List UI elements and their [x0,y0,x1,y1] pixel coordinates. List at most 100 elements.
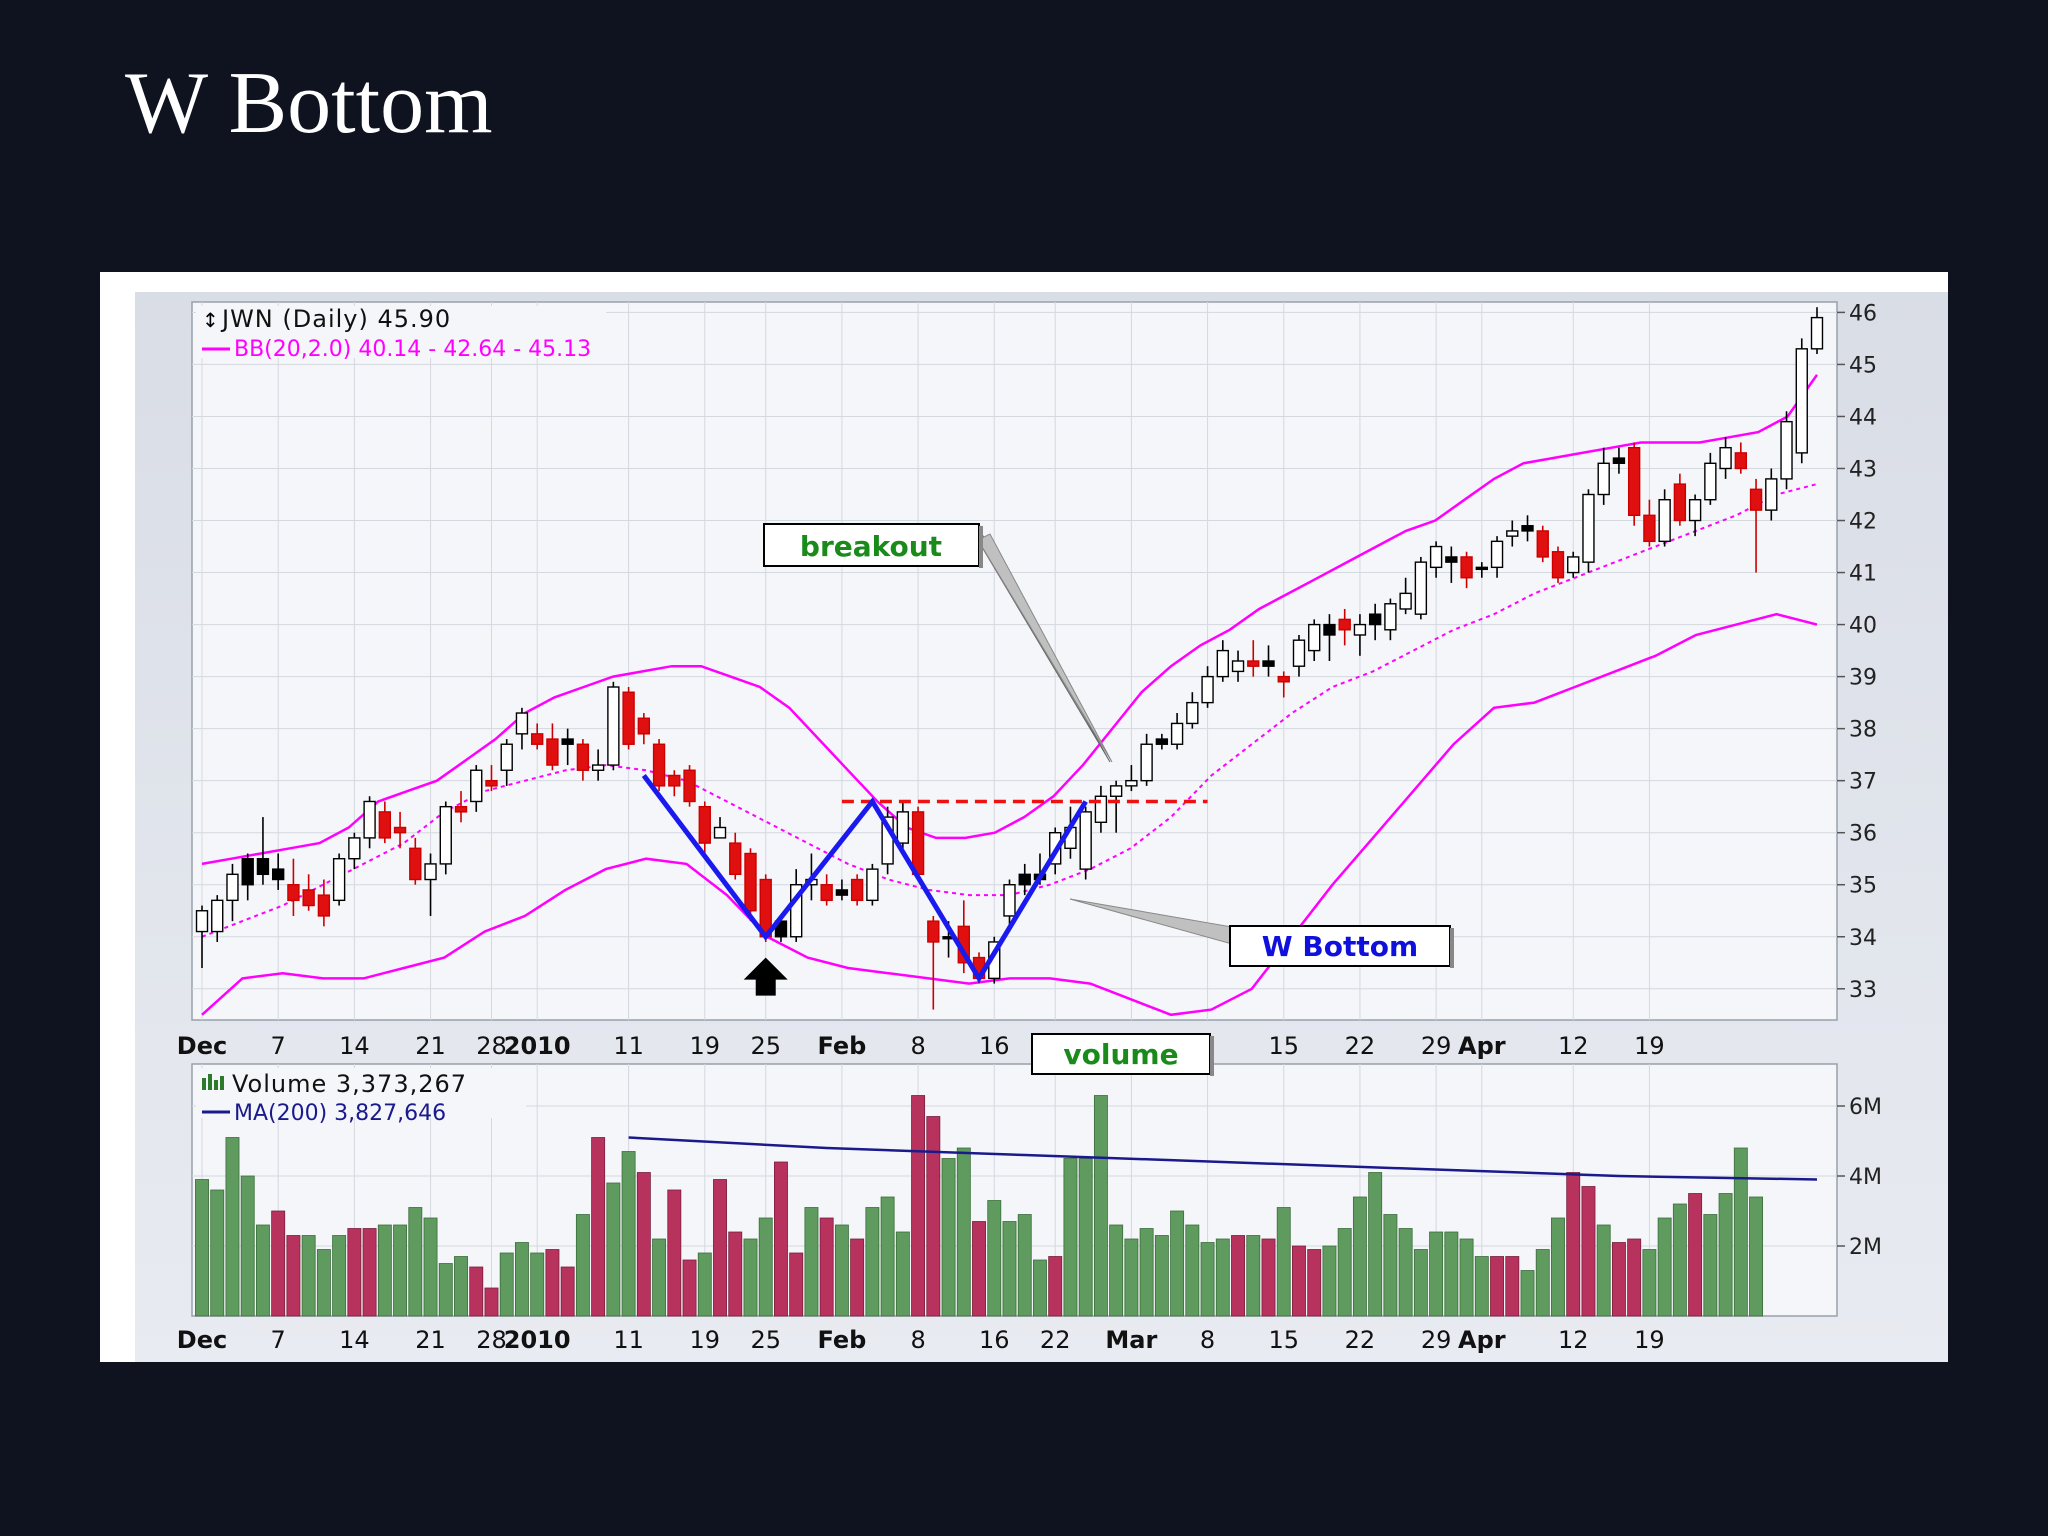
volume-bar [880,1196,895,1317]
volume-bar [484,1287,499,1317]
volume-bar [1154,1235,1169,1317]
candle-body [1384,603,1397,631]
volume-bar [1627,1238,1642,1317]
volume-bar [1002,1221,1017,1317]
date-tick-label: 22 [1345,1032,1376,1060]
volume-bar [941,1158,956,1317]
date-tick-label: Feb [817,1326,866,1354]
volume-bar [956,1147,971,1317]
candle-body [1490,540,1504,569]
candle-body [241,858,254,886]
volume-bar [1292,1245,1306,1317]
stock-chart: 33 34 35 36 37 38 39 40 41 42 43 44 45 46 ↕ JWN (Dail… [135,292,1948,1362]
date-tick-label: 22 [1345,1326,1376,1354]
volume-bar [255,1224,270,1317]
volume-bar [819,1217,834,1317]
date-tick-label: 8 [910,1326,925,1354]
candle-body [302,889,315,907]
candle-body [424,863,437,881]
w-pattern-line [641,773,1088,984]
price-tick-label: 42 [1849,510,1877,535]
volume-bar [1139,1228,1154,1317]
candle-body [1338,618,1351,631]
volume-bar [347,1228,362,1317]
candle-body [561,738,574,745]
volume-bar [789,1252,804,1317]
volume-bar [1444,1231,1459,1317]
candle-body [470,769,483,803]
candle-body [1643,514,1656,543]
candle-body [1109,785,1123,797]
candle-body [1475,566,1488,571]
candlesticks [195,307,1824,1010]
date-tick-label: 14 [339,1032,370,1060]
candle-body [1582,493,1595,563]
w-bottom-callout: W Bottom [1069,898,1454,968]
breakout-pointer-2 [977,533,1113,763]
volume-bar [408,1207,423,1317]
candle-body [515,712,529,735]
candle-body [409,847,422,881]
candle-body [195,910,209,933]
candle-body [668,774,681,787]
date-tick-label: 16 [979,1326,1010,1354]
volume-bar [1703,1214,1718,1317]
volume-bars [195,1095,1764,1317]
volume-bar [1749,1196,1764,1317]
candle-body [1262,660,1275,667]
candle-body [1734,452,1748,470]
volume-bar [1505,1256,1520,1317]
volume-bar [591,1137,606,1317]
price-tick-label: 46 [1849,301,1877,326]
price-tick-label: 44 [1849,405,1877,430]
candle-body [1399,592,1412,610]
candle-body [1688,499,1702,522]
volume-bar [438,1263,453,1317]
up-arrow-icon [743,957,788,996]
volume-tick-label: 6M [1849,1095,1882,1120]
candle-body [546,738,559,766]
candle-body [835,889,849,896]
candle-body [393,826,407,834]
price-tick-label: 38 [1849,718,1877,743]
price-tick-label: 33 [1849,978,1877,1003]
w-bottom-box [1229,925,1451,967]
date-tick-label: 16 [979,1032,1010,1060]
symbol-label: JWN (Daily) 45.90 [220,305,451,333]
volume-bar [1033,1259,1047,1317]
volume-bar [1307,1249,1322,1317]
date-tick-label: 29 [1421,1326,1452,1354]
date-tick-label: 29 [1421,1032,1452,1060]
candle-body [927,920,940,943]
candle-body [378,811,392,839]
volume-bar [1551,1217,1565,1317]
volume-bar [1596,1224,1611,1317]
candle-body [1308,623,1321,652]
date-tick-label: Dec [177,1032,227,1060]
chart-frame: 33 34 35 36 37 38 39 40 41 42 43 44 45 46 ↕ JWN (Dail… [100,272,1948,1362]
ma-legend-label: MA(200) 3,827,646 [234,1101,446,1126]
volume-bar [1017,1214,1032,1317]
volume-bar [560,1266,575,1317]
candle-body [576,743,590,771]
volume-bar [1383,1214,1398,1317]
volume-bar [926,1116,941,1317]
date-tick-label: 21 [415,1326,446,1354]
candle-body [1551,551,1565,579]
volume-bar [240,1175,255,1317]
volume-bar [1474,1256,1489,1317]
candle-body [607,686,620,766]
volume-legend-box [196,1068,526,1118]
volume-bar [1718,1193,1733,1317]
price-tick-label: 37 [1849,770,1877,795]
date-tick-label: 21 [415,1032,446,1060]
date-tick-label: 28 [476,1032,507,1060]
volume-bar [1261,1238,1276,1317]
volume-bar [1109,1224,1124,1317]
date-tick-label: 22 [1040,1326,1071,1354]
candle-body [1323,623,1336,636]
volume-bar [362,1228,377,1317]
date-tick-label: 8 [910,1032,925,1060]
volume-bar [1048,1256,1063,1317]
